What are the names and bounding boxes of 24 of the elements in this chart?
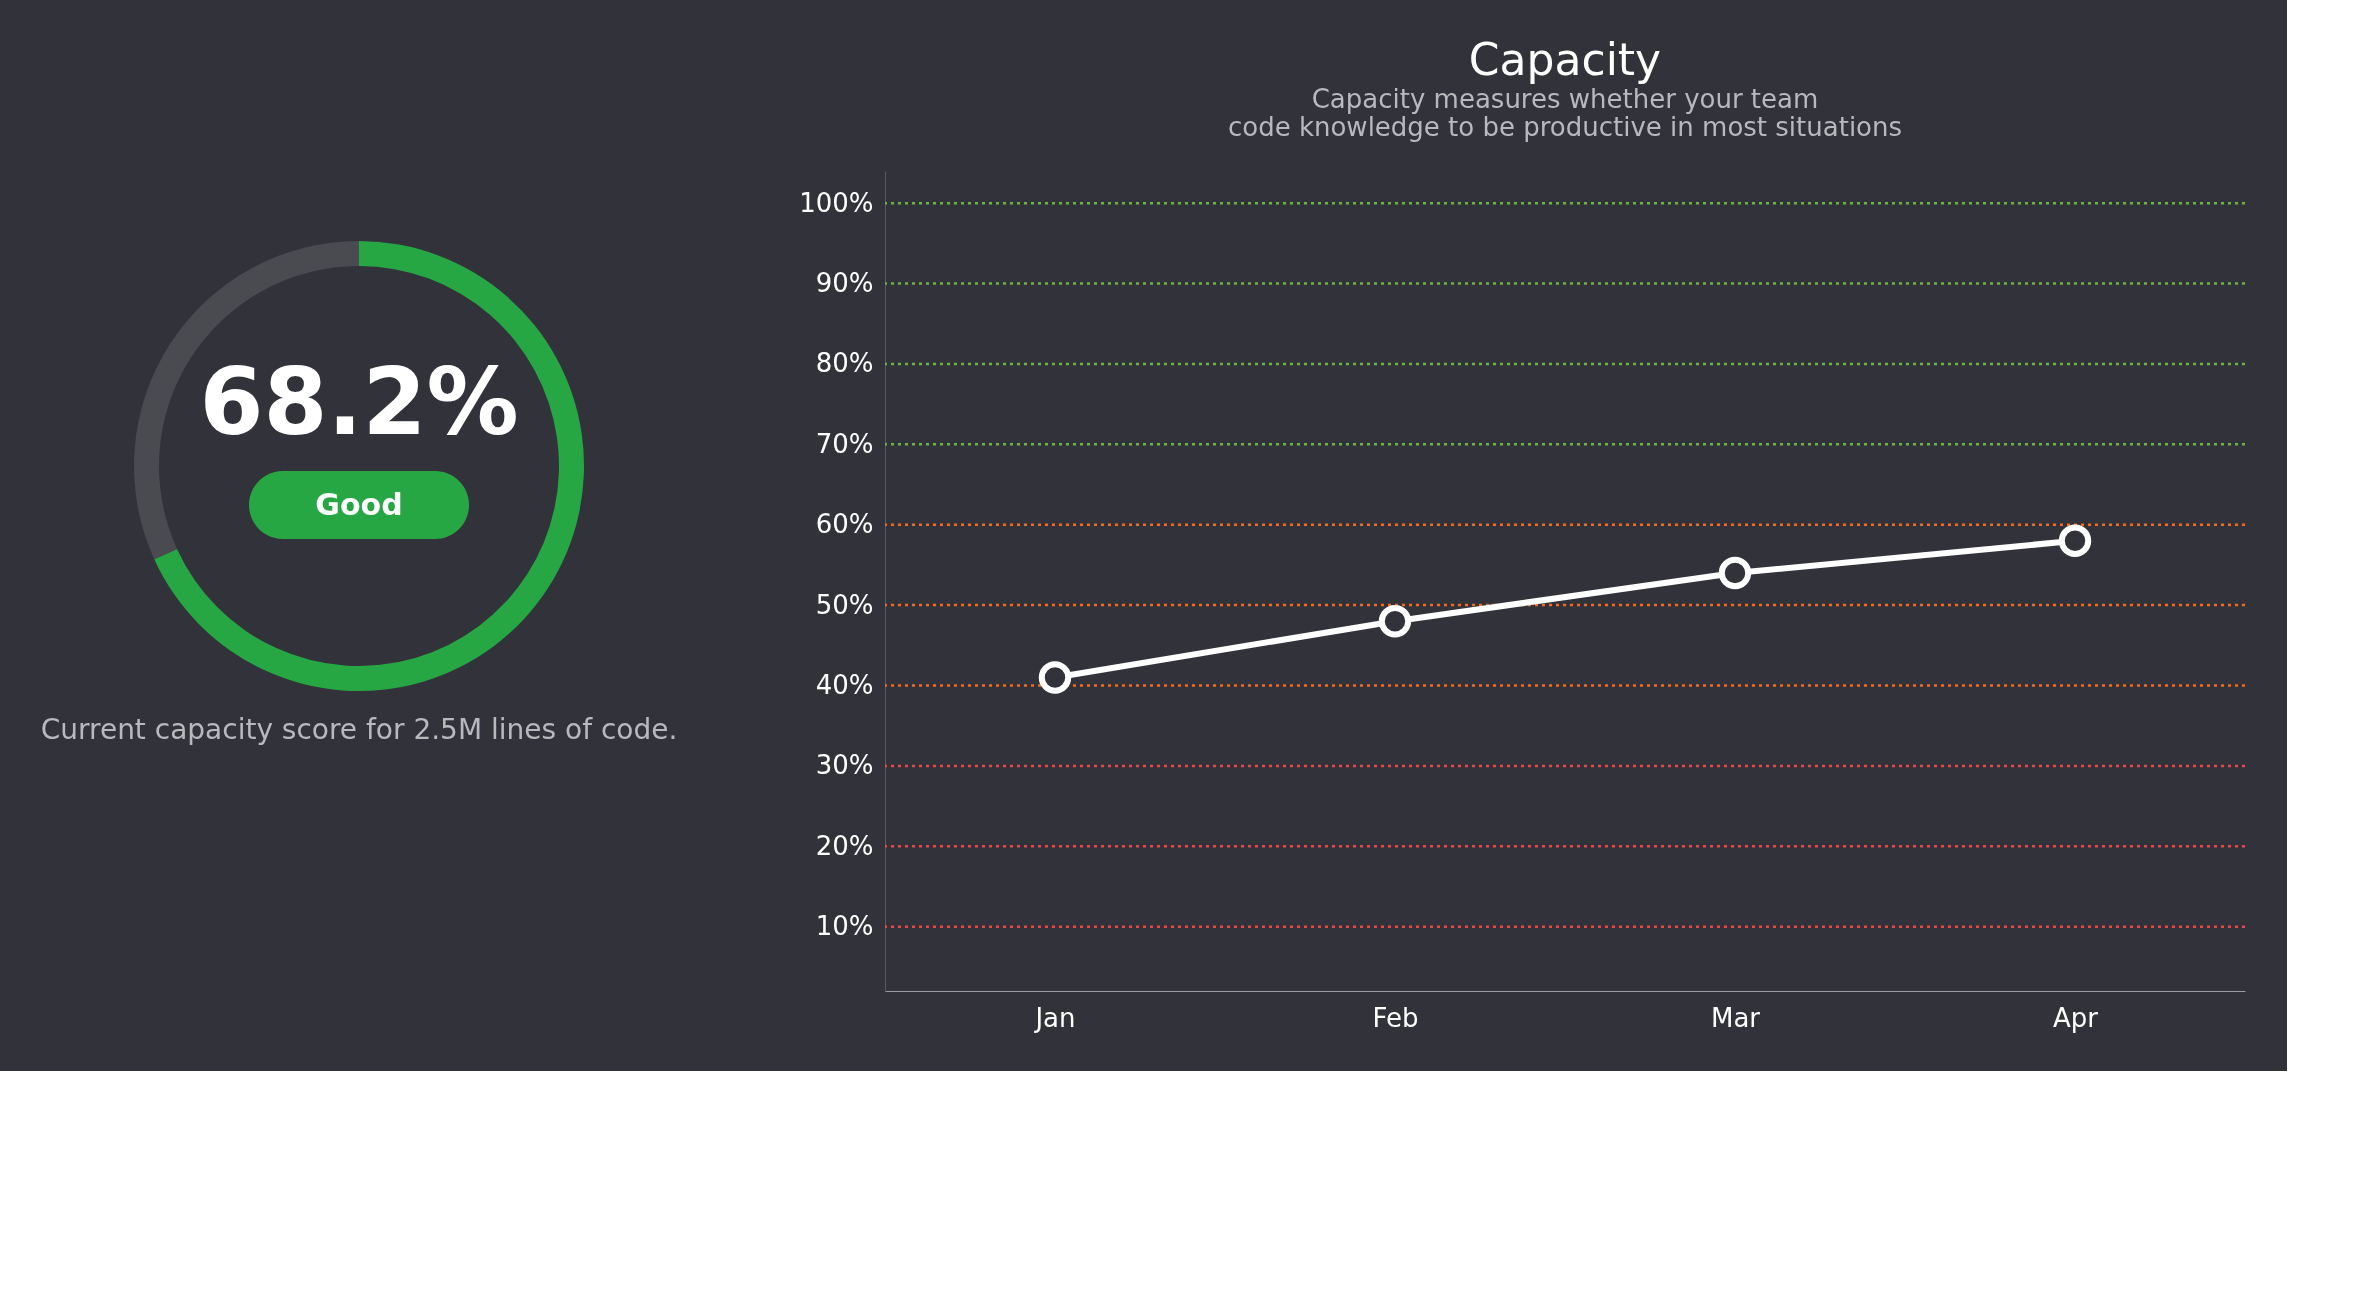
y-tick-label: 40%: [815, 670, 874, 701]
text: 68.2%: [199, 349, 519, 456]
donut-slice: [154, 241, 584, 691]
y-tick-label: 60%: [815, 509, 874, 540]
point: [1038, 661, 1072, 694]
text: Capacity measures whether your team: [1311, 84, 1819, 114]
y-tick-label: 30%: [815, 750, 874, 781]
y-tick-label: 10%: [815, 911, 874, 942]
point: [1718, 556, 1752, 590]
point: [2058, 524, 2092, 558]
x-tick-label: Apr: [2053, 1002, 2099, 1033]
point: [1378, 604, 1412, 638]
y-tick-label: 90%: [815, 268, 874, 299]
y-tick-label: 80%: [815, 348, 874, 379]
y-tick-label: 20%: [815, 830, 874, 861]
x-tick-label: Feb: [1372, 1002, 1419, 1033]
x-tick-label: Jan: [1033, 1002, 1076, 1033]
y-tick-label: 70%: [815, 428, 874, 459]
text: Current capacity score for 2.5M lines of code.: [40, 713, 678, 746]
text: Good: [315, 487, 403, 522]
chart-title: Capacity: [1468, 34, 1662, 85]
y-tick-label: 50%: [815, 589, 874, 620]
x-tick-label: Mar: [1710, 1002, 1761, 1033]
y-tick-label: 100%: [799, 187, 874, 218]
